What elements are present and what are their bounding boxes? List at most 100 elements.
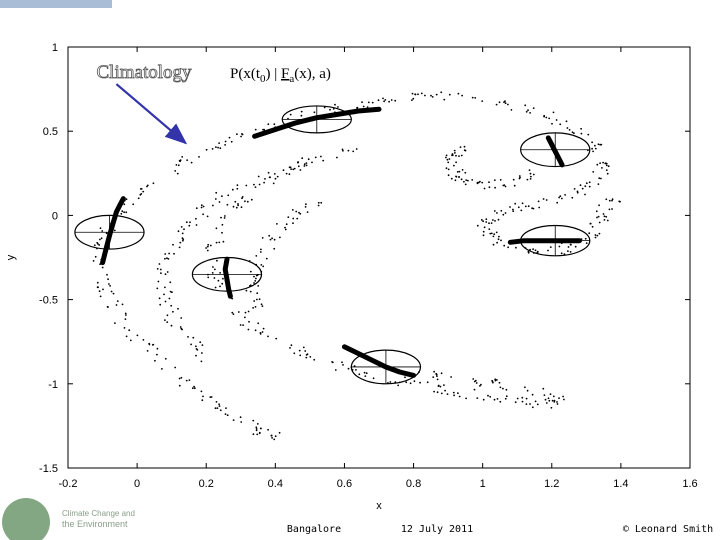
attractor-point (526, 178, 529, 181)
attractor-point (237, 204, 240, 207)
attractor-point (584, 185, 587, 188)
attractor-point (388, 100, 390, 103)
attractor-point (474, 97, 477, 99)
attractor-point (99, 238, 101, 241)
attractor-point (209, 396, 212, 398)
attractor-point (113, 229, 116, 232)
attractor-point (292, 217, 295, 220)
y-tick-label: -1 (48, 379, 58, 391)
x-tick-label: 0.2 (199, 478, 214, 490)
attractor-point (347, 149, 350, 152)
attractor-point (202, 395, 204, 398)
attractor-point (110, 290, 113, 293)
attractor-point (297, 161, 299, 164)
attractor-point (499, 179, 502, 181)
y-tick-label: -0.5 (39, 295, 58, 307)
attractor-point (288, 166, 291, 169)
attractor-point (221, 282, 224, 285)
attractor-point (611, 208, 613, 210)
attractor-point (263, 181, 265, 184)
attractor-point (526, 389, 529, 392)
y-tick-label: 1 (52, 42, 58, 54)
attractor-point (503, 101, 505, 103)
attractor-point (206, 249, 209, 252)
attractor-point (505, 395, 508, 398)
attractor-point (166, 257, 168, 260)
attractor-point (255, 274, 258, 277)
attractor-point (107, 306, 109, 308)
x-tick-label: 1.6 (682, 478, 697, 490)
attractor-point (164, 257, 166, 260)
attractor-point (297, 165, 300, 168)
attractor-point (305, 162, 308, 165)
attractor-point (363, 371, 366, 374)
attractor-point (601, 167, 603, 169)
attractor-point (248, 320, 250, 323)
attractor-point (112, 292, 115, 295)
forecast-distribution-label: P(x(t0) | Fa(x), a) (230, 66, 331, 85)
attractor-point (224, 144, 227, 146)
attractor-point (394, 99, 397, 102)
attractor-point (591, 225, 594, 228)
attractor-point (97, 286, 99, 289)
attractor-point (458, 176, 460, 179)
attractor-point (164, 357, 167, 360)
attractor-point (259, 427, 262, 430)
attractor-point (164, 300, 167, 303)
attractor-point (244, 316, 246, 319)
attractor-point (556, 403, 559, 405)
attractor-point (555, 119, 558, 121)
attractor-point (201, 352, 203, 354)
attractor-point (221, 231, 223, 234)
attractor-point (279, 236, 281, 239)
attractor-point (273, 123, 276, 126)
attractor-point (215, 241, 218, 244)
attractor-point (247, 328, 250, 331)
attractor-point (597, 143, 600, 146)
attractor-point (588, 185, 591, 188)
attractor-point (545, 199, 548, 201)
attractor-point (195, 217, 197, 220)
attractor-point (198, 156, 200, 158)
attractor-point (504, 212, 507, 214)
attractor-point (202, 205, 205, 208)
attractor-point (228, 136, 231, 139)
attractor-point (521, 202, 524, 205)
attractor-point (158, 297, 161, 300)
attractor-point (534, 400, 537, 403)
footer-date: 12 July 2011 (401, 524, 473, 535)
attractor-point (464, 183, 467, 186)
attractor-point (436, 378, 439, 381)
attractor-point (164, 253, 167, 255)
attractor-point (362, 105, 365, 108)
attractor-point (215, 191, 218, 194)
attractor-point (132, 203, 135, 206)
attractor-point (549, 393, 552, 395)
attractor-point (556, 201, 559, 204)
attractor-point (411, 92, 414, 95)
attractor-point (561, 197, 563, 200)
attractor-point (307, 158, 310, 161)
attractor-point (245, 184, 248, 187)
attractor-point (96, 281, 99, 284)
attractor-point (485, 221, 488, 223)
ensemble-tracks (100, 106, 582, 378)
attractor-point (445, 167, 448, 170)
attractor-point (129, 339, 132, 342)
attractor-point (114, 322, 116, 324)
attractor-point (201, 399, 204, 402)
attractor-point (332, 108, 335, 110)
attractor-point (559, 195, 562, 198)
attractor-point (529, 248, 531, 251)
attractor-point (341, 361, 343, 364)
attractor-point (495, 103, 498, 106)
attractor-point (177, 164, 180, 167)
attractor-point (244, 311, 247, 314)
attractor-point (550, 406, 553, 409)
attractor-point (284, 228, 287, 231)
attractor-point (206, 215, 209, 218)
attractor-point (285, 223, 288, 226)
attractor-point (605, 169, 608, 172)
attractor-point (146, 350, 149, 352)
